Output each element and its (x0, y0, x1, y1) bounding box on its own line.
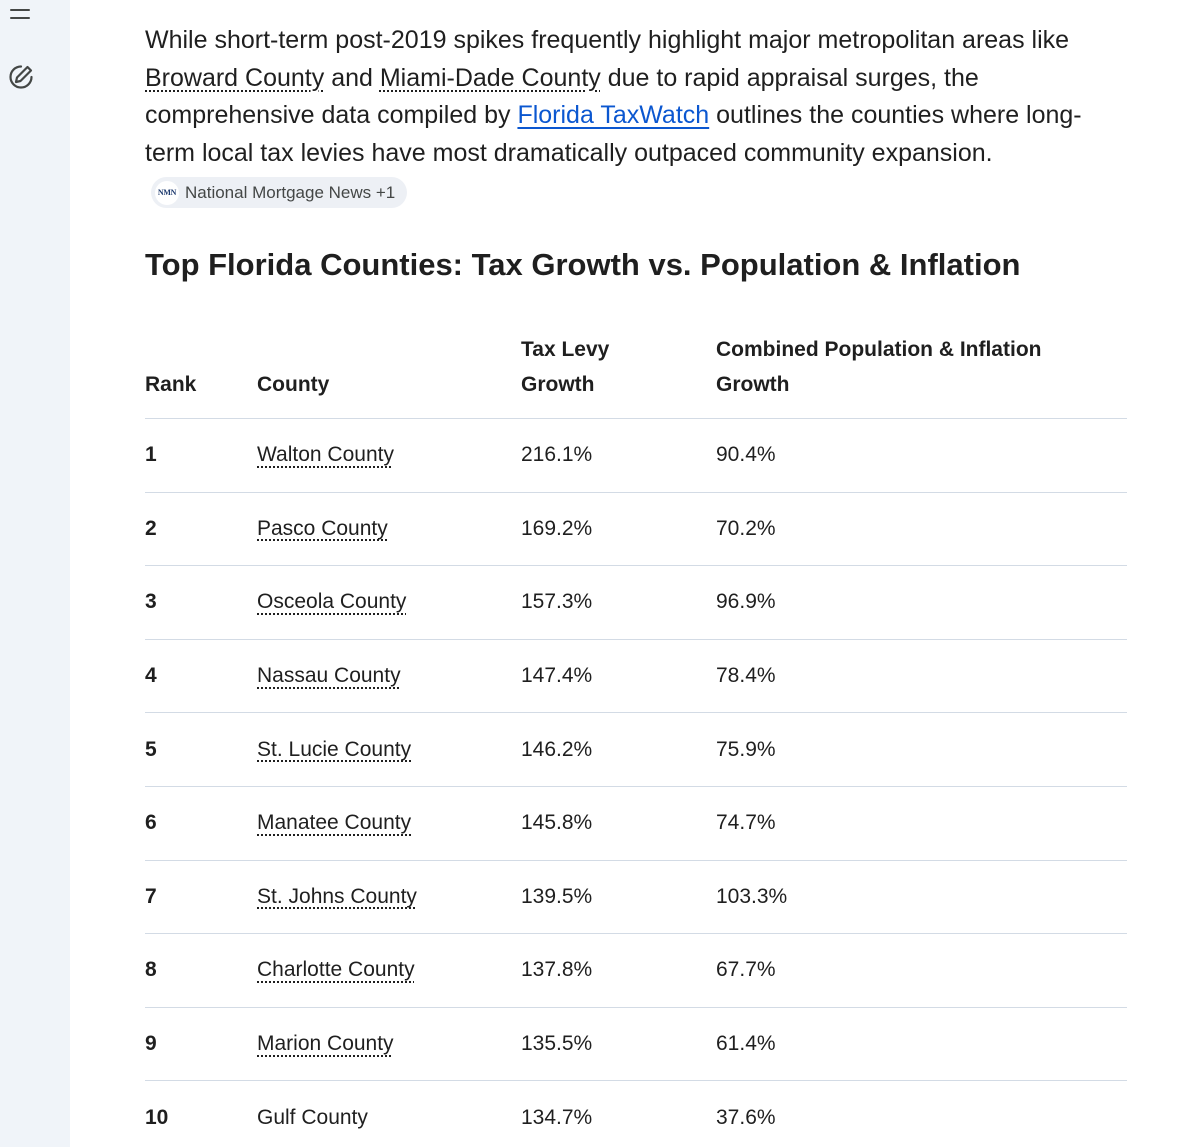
header-combined-text: Combined Population & Inflation Growth (716, 338, 1042, 396)
rank-cell: 5 (145, 712, 257, 787)
header-rank: Rank (145, 332, 257, 419)
header-tax-text: Tax Levy Growth (521, 338, 610, 396)
combined-growth-cell: 74.7% (716, 786, 1127, 861)
rank-cell: 9 (145, 1007, 257, 1082)
table-row: 6 Manatee County 145.8% 74.7% (145, 786, 1127, 861)
broward-county-link[interactable]: Broward County (145, 63, 325, 92)
county-link[interactable]: St. Johns County (257, 884, 417, 908)
rank-cell: 8 (145, 933, 257, 1008)
combined-growth-cell: 61.4% (716, 1007, 1127, 1082)
table-row: 4 Nassau County 147.4% 78.4% (145, 639, 1127, 714)
combined-growth-cell: 90.4% (716, 418, 1127, 493)
combined-growth-cell: 78.4% (716, 639, 1127, 714)
rank-cell: 10 (145, 1105, 169, 1129)
source-chip-label: National Mortgage News +1 (185, 183, 396, 202)
county-cell: St. Lucie County (257, 712, 521, 787)
counties-table: Rank County Tax Levy Growth Combined Pop… (145, 332, 1127, 1147)
rank-cell: 6 (145, 786, 257, 861)
tax-levy-growth-cell: 145.8% (521, 786, 716, 861)
intro-paragraph: While short-term post-2019 spikes freque… (145, 22, 1130, 210)
rank-cell: 3 (145, 565, 257, 640)
county-cell: Gulf County (257, 1081, 521, 1147)
table-row: 3 Osceola County 157.3% 96.9% (145, 565, 1127, 640)
nmn-favicon-icon: NMN (155, 180, 179, 205)
miami-dade-county-link[interactable]: Miami-Dade County (379, 63, 601, 92)
county-cell: St. Johns County (257, 860, 521, 935)
county-cell: Nassau County (257, 639, 521, 714)
county-cell: Marion County (257, 1007, 521, 1082)
rank-cell: 7 (145, 860, 257, 935)
tax-levy-growth-cell: 137.8% (521, 933, 716, 1008)
rank-cell: 2 (145, 492, 257, 567)
table-row: 10 Gulf County 134.7% 37.6% (145, 1081, 1127, 1147)
header-combined-growth: Combined Population & Inflation Growth (716, 332, 1127, 419)
county-cell: Walton County (257, 418, 521, 493)
tax-levy-growth-cell: 147.4% (521, 639, 716, 714)
header-tax-levy-growth: Tax Levy Growth (521, 332, 716, 419)
county-link[interactable]: Marion County (257, 1032, 394, 1056)
combined-growth-cell: 70.2% (716, 492, 1127, 567)
table-header-row: Rank County Tax Levy Growth Combined Pop… (145, 332, 1127, 419)
county-link[interactable]: Charlotte County (257, 958, 415, 982)
table-row: 2 Pasco County 169.2% 70.2% (145, 492, 1127, 567)
tax-levy-growth-cell: 169.2% (521, 492, 716, 567)
combined-growth-cell: 67.7% (716, 933, 1127, 1008)
combined-growth-cell: 75.9% (716, 712, 1127, 787)
tax-levy-growth-cell: 135.5% (521, 1007, 716, 1082)
intro-text: due to rapid appraisal surges, the compr… (145, 63, 979, 130)
rank-cell: 4 (145, 639, 257, 714)
county-link[interactable]: Walton County (257, 443, 394, 467)
county-link[interactable]: St. Lucie County (257, 737, 412, 761)
county-link[interactable]: Nassau County (257, 664, 401, 688)
sidebar (0, 0, 70, 1147)
tax-levy-growth-cell: 139.5% (521, 860, 716, 935)
tax-levy-growth-cell: 216.1% (521, 418, 716, 493)
intro-text: While short-term post-2019 spikes freque… (145, 26, 1070, 54)
florida-taxwatch-link[interactable]: Florida TaxWatch (517, 101, 710, 129)
intro-text: outlines the counties where long-term lo… (145, 101, 1082, 167)
county-link[interactable]: Osceola County (257, 590, 407, 614)
tax-levy-growth-cell: 157.3% (521, 565, 716, 640)
table-row: 7 St. Johns County 139.5% 103.3% (145, 860, 1127, 935)
county-cell: Manatee County (257, 786, 521, 861)
hamburger-menu-icon[interactable] (8, 4, 34, 24)
rank-cell: 1 (145, 418, 257, 493)
county-cell: Pasco County (257, 492, 521, 567)
county-link[interactable]: Pasco County (257, 516, 388, 540)
county-link: Gulf County (257, 1105, 368, 1129)
combined-growth-cell: 37.6% (716, 1105, 776, 1129)
edit-pen-icon[interactable] (6, 62, 36, 92)
county-link[interactable]: Manatee County (257, 811, 412, 835)
table-row: 8 Charlotte County 137.8% 67.7% (145, 933, 1127, 1008)
source-chip[interactable]: NMN National Mortgage News +1 (151, 177, 408, 209)
county-cell: Charlotte County (257, 933, 521, 1008)
intro-text: and (324, 63, 380, 92)
combined-growth-cell: 103.3% (716, 860, 1127, 935)
table-row: 9 Marion County 135.5% 61.4% (145, 1007, 1127, 1082)
section-heading: Top Florida Counties: Tax Growth vs. Pop… (145, 247, 1021, 282)
tax-levy-growth-cell: 146.2% (521, 712, 716, 787)
combined-growth-cell: 96.9% (716, 565, 1127, 640)
header-county: County (257, 332, 521, 419)
tax-levy-growth-cell: 134.7% (521, 1105, 593, 1129)
county-cell: Osceola County (257, 565, 521, 640)
table-row: 1 Walton County 216.1% 90.4% (145, 418, 1127, 493)
table-row: 5 St. Lucie County 146.2% 75.9% (145, 712, 1127, 787)
